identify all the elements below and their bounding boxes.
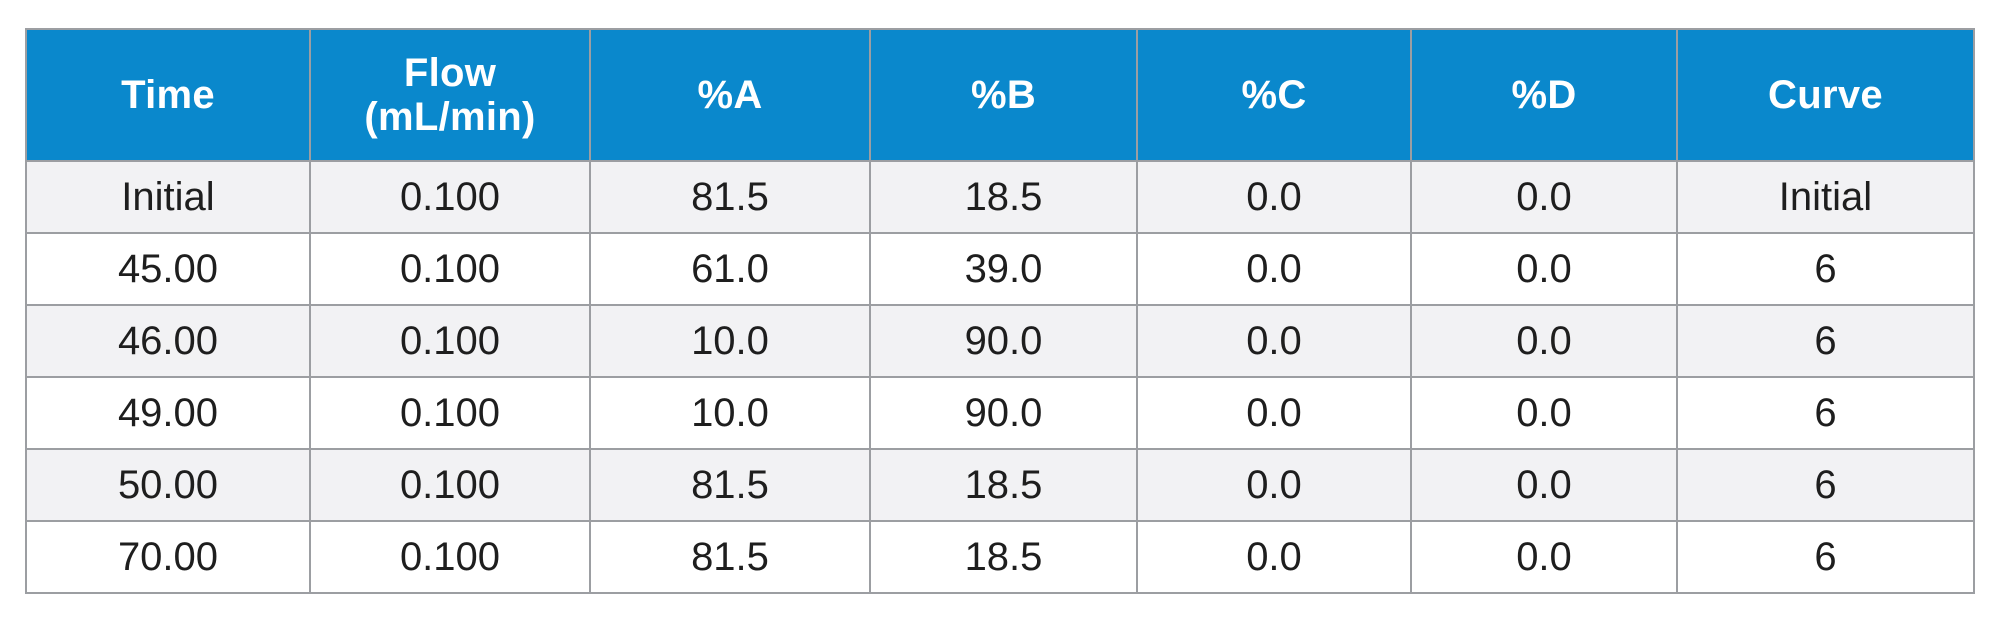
cell-curve: 6 [1676, 304, 1975, 378]
cell-time: 49.00 [25, 376, 311, 450]
cell-percent-d: 0.0 [1410, 232, 1678, 306]
header-percent-b-label: %B [970, 73, 1037, 117]
cell-curve: Initial [1676, 160, 1975, 234]
cell-flow: 0.100 [309, 160, 591, 234]
gradient-table: Time Flow (mL/min) %A %B %C %D Curve Ini… [25, 28, 1975, 594]
cell-curve: 6 [1676, 232, 1975, 306]
header-flow-label-line1: Flow [403, 51, 497, 95]
cell-percent-a: 81.5 [589, 448, 871, 522]
cell-percent-b: 18.5 [869, 160, 1138, 234]
cell-percent-c: 0.0 [1136, 376, 1412, 450]
header-percent-b: %B [869, 28, 1138, 162]
cell-time: 45.00 [25, 232, 311, 306]
table-row: 45.00 0.100 61.0 39.0 0.0 0.0 6 [25, 232, 1975, 306]
cell-curve: 6 [1676, 520, 1975, 594]
cell-percent-a: 81.5 [589, 520, 871, 594]
cell-time: 50.00 [25, 448, 311, 522]
header-flow-label-line2: (mL/min) [364, 95, 536, 139]
cell-percent-d: 0.0 [1410, 448, 1678, 522]
cell-percent-b: 18.5 [869, 520, 1138, 594]
header-row: Time Flow (mL/min) %A %B %C %D Curve [25, 28, 1975, 162]
cell-flow: 0.100 [309, 232, 591, 306]
table-body: Initial 0.100 81.5 18.5 0.0 0.0 Initial … [25, 160, 1975, 594]
header-percent-a-label: %A [697, 73, 763, 117]
header-time-label: Time [121, 73, 215, 117]
cell-percent-b: 90.0 [869, 376, 1138, 450]
cell-time: 46.00 [25, 304, 311, 378]
table-row: 49.00 0.100 10.0 90.0 0.0 0.0 6 [25, 376, 1975, 450]
cell-percent-a: 10.0 [589, 376, 871, 450]
cell-curve: 6 [1676, 376, 1975, 450]
header-curve-label: Curve [1768, 73, 1883, 117]
cell-percent-d: 0.0 [1410, 160, 1678, 234]
cell-percent-a: 81.5 [589, 160, 871, 234]
header-percent-d: %D [1410, 28, 1678, 162]
cell-percent-c: 0.0 [1136, 448, 1412, 522]
cell-percent-b: 90.0 [869, 304, 1138, 378]
table-row: 46.00 0.100 10.0 90.0 0.0 0.0 6 [25, 304, 1975, 378]
header-percent-d-label: %D [1511, 73, 1577, 117]
cell-percent-c: 0.0 [1136, 232, 1412, 306]
gradient-table-container: Time Flow (mL/min) %A %B %C %D Curve Ini… [25, 28, 1975, 594]
cell-curve: 6 [1676, 448, 1975, 522]
cell-percent-c: 0.0 [1136, 520, 1412, 594]
cell-percent-c: 0.0 [1136, 304, 1412, 378]
cell-percent-b: 18.5 [869, 448, 1138, 522]
table-header: Time Flow (mL/min) %A %B %C %D Curve [25, 28, 1975, 162]
cell-time: Initial [25, 160, 311, 234]
cell-flow: 0.100 [309, 520, 591, 594]
header-time: Time [25, 28, 311, 162]
cell-flow: 0.100 [309, 448, 591, 522]
header-percent-c: %C [1136, 28, 1412, 162]
cell-percent-d: 0.0 [1410, 304, 1678, 378]
cell-percent-d: 0.0 [1410, 520, 1678, 594]
header-percent-c-label: %C [1241, 73, 1307, 117]
header-flow: Flow (mL/min) [309, 28, 591, 162]
table-row: Initial 0.100 81.5 18.5 0.0 0.0 Initial [25, 160, 1975, 234]
cell-time: 70.00 [25, 520, 311, 594]
cell-percent-a: 61.0 [589, 232, 871, 306]
header-curve: Curve [1676, 28, 1975, 162]
cell-percent-b: 39.0 [869, 232, 1138, 306]
cell-percent-c: 0.0 [1136, 160, 1412, 234]
cell-percent-a: 10.0 [589, 304, 871, 378]
header-percent-a: %A [589, 28, 871, 162]
cell-flow: 0.100 [309, 304, 591, 378]
table-row: 50.00 0.100 81.5 18.5 0.0 0.0 6 [25, 448, 1975, 522]
cell-percent-d: 0.0 [1410, 376, 1678, 450]
table-row: 70.00 0.100 81.5 18.5 0.0 0.0 6 [25, 520, 1975, 594]
cell-flow: 0.100 [309, 376, 591, 450]
